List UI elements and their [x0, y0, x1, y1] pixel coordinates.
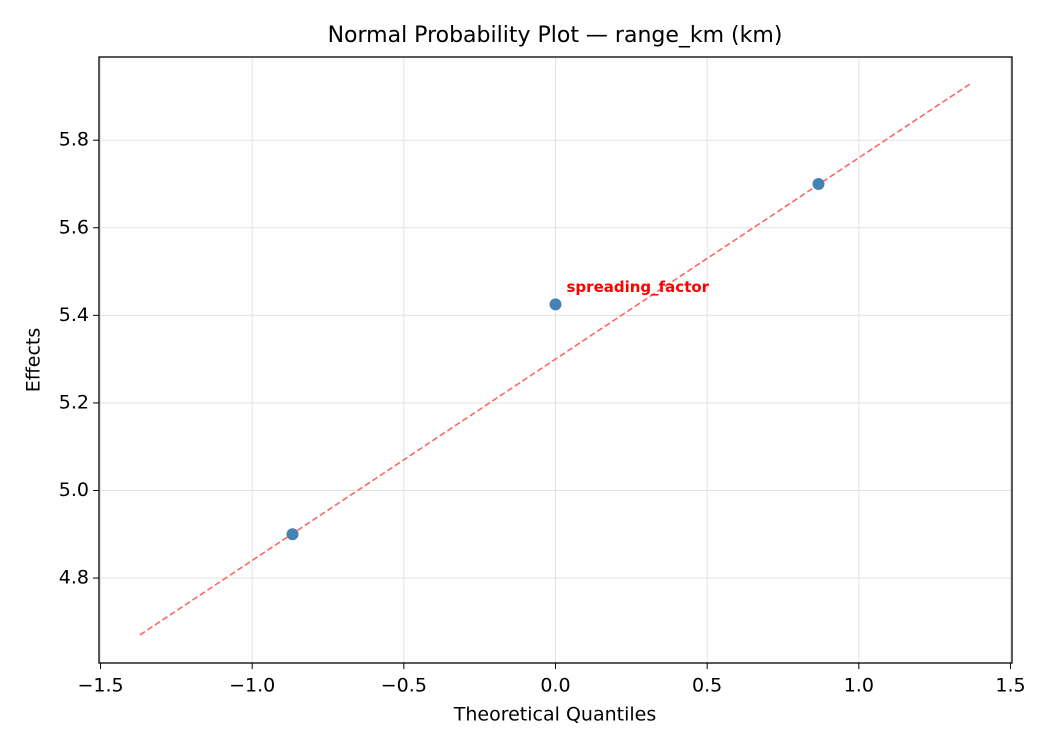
x-tick-label: 0.0 [540, 675, 570, 697]
x-tick-label: 1.0 [844, 675, 874, 697]
x-tick-label: 1.5 [995, 675, 1025, 697]
y-axis-label: Effects [23, 328, 45, 393]
plot-frame [98, 56, 1013, 664]
y-tick-label: 5.6 [59, 216, 89, 238]
x-axis-label: Theoretical Quantiles [453, 704, 656, 726]
y-tick-label: 4.8 [59, 567, 89, 589]
y-tick-label: 5.4 [59, 304, 89, 326]
annotation: spreading_factor [567, 278, 710, 296]
y-tick-label: 5.0 [59, 479, 89, 501]
point [286, 528, 299, 541]
x-tick-label: 0.5 [692, 675, 722, 697]
chart-title: Normal Probability Plot — range_km (km) [328, 23, 783, 48]
x-tick-label: −1.0 [229, 675, 275, 697]
y-tick-label: 5.8 [59, 129, 89, 151]
x-tick-label: −1.5 [77, 675, 123, 697]
y-tick-label: 5.2 [59, 391, 89, 413]
reference-line [139, 82, 972, 636]
point [812, 177, 825, 190]
x-tick-label: −0.5 [381, 675, 427, 697]
point [549, 298, 562, 311]
